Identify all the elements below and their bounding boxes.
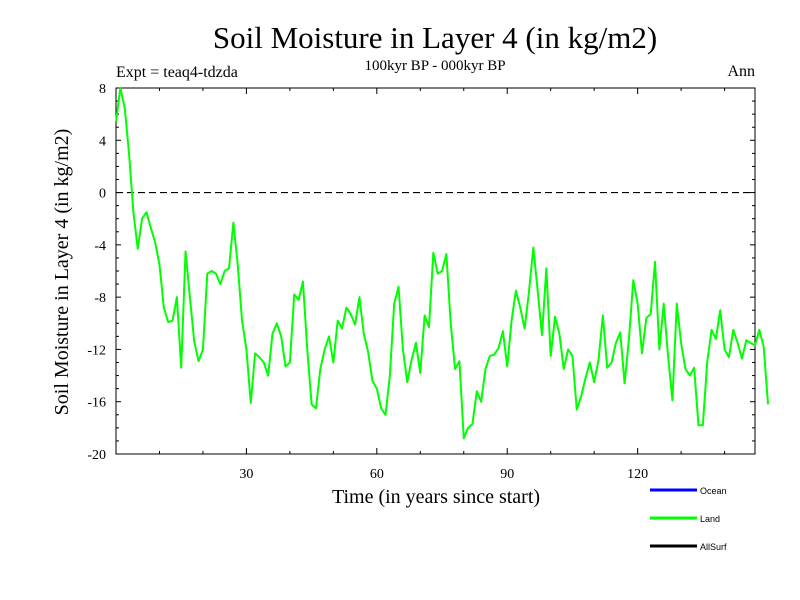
season-label: Ann bbox=[727, 63, 755, 80]
series-line-land bbox=[115, 87, 770, 440]
y-tick-label: -20 bbox=[87, 448, 106, 463]
y-tick-label: -8 bbox=[94, 291, 106, 306]
chart-title: Soil Moisture in Layer 4 (in kg/m2) bbox=[213, 20, 657, 55]
y-tick-label: 8 bbox=[99, 82, 106, 97]
x-tick-label: 120 bbox=[627, 467, 648, 482]
x-axis-ticks: 30 60 90 120 bbox=[158, 88, 726, 482]
y-tick-label: 4 bbox=[99, 134, 106, 149]
y-tick-label: -12 bbox=[87, 343, 106, 358]
legend: Ocean Land AllSurf bbox=[650, 486, 727, 552]
legend-label-land: Land bbox=[700, 514, 720, 524]
y-tick-label: 0 bbox=[99, 187, 106, 202]
legend-label-allsurf: AllSurf bbox=[700, 542, 727, 552]
legend-label-ocean: Ocean bbox=[700, 486, 727, 496]
x-tick-label: 60 bbox=[370, 467, 384, 482]
y-tick-label: -16 bbox=[87, 396, 106, 411]
y-axis-label: Soil Moisture in Layer 4 (in kg/m2) bbox=[51, 129, 73, 416]
x-axis-label: Time (in years since start) bbox=[332, 486, 540, 508]
x-tick-label: 30 bbox=[239, 467, 253, 482]
chart-subtitle: 100kyr BP - 000kyr BP bbox=[364, 58, 505, 74]
y-tick-label: -4 bbox=[94, 239, 106, 254]
experiment-label: Expt = teaq4-tdzda bbox=[116, 64, 238, 81]
x-tick-label: 90 bbox=[500, 467, 514, 482]
series-layer bbox=[115, 87, 770, 440]
y-axis-ticks: 8 4 0 -4 -8 -12 -16 -20 bbox=[87, 82, 755, 463]
